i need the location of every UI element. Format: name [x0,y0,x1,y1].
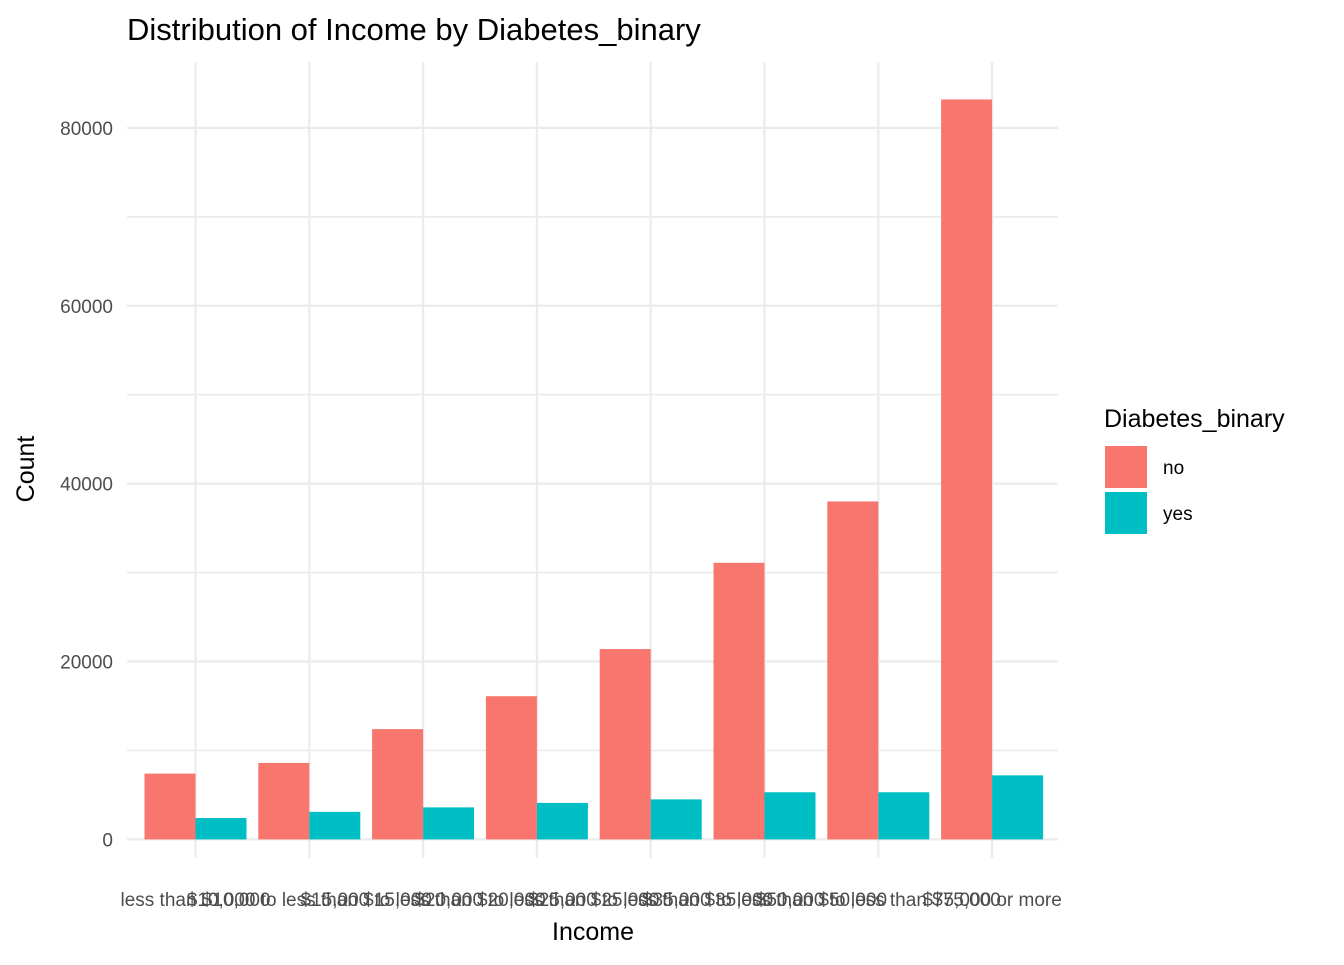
y-axis-ticks: 0 20000 40000 60000 80000 [60,119,113,852]
legend-items: no yes [1105,446,1193,534]
x-tick-label: less than $10,000 [120,890,270,911]
legend-label-no: no [1163,458,1184,479]
bar-no [372,729,424,840]
bars [144,99,1044,840]
bar-yes [992,775,1044,840]
bar-yes [309,811,361,840]
legend-title: Diabetes_binary [1104,405,1285,433]
x-tick-label: $75,000 or more [922,890,1061,911]
bar-yes [423,807,475,840]
y-tick-label: 40000 [60,475,113,496]
y-tick-label: 60000 [60,297,113,318]
bar-yes [764,792,816,840]
bar-no [485,696,537,840]
x-tick-label: $25,000 to less than $35,000 [528,890,773,911]
x-tick-label: $20,000 to less than $25,000 [414,890,659,911]
y-tick-label: 20000 [60,653,113,674]
bar-yes [650,799,702,840]
x-tick-label: $50,000 to less than $75,000 [756,890,1001,911]
y-axis-title: Count [12,436,40,503]
x-axis-ticks: less than $10,000$10,000 to less than $1… [120,890,1061,911]
bar-no [144,773,196,840]
bar-yes [878,792,930,840]
chart-title: Distribution of Income by Diabetes_binar… [127,12,701,47]
legend-key-no [1105,446,1147,488]
bar-yes [195,818,247,840]
x-tick-label: $35,000 to less than $50,000 [642,890,887,911]
bar-no [941,99,993,840]
legend-label-yes: yes [1163,504,1193,525]
bar-no [258,762,310,840]
bar-no [599,649,651,840]
x-tick-label: $10,000 to less than $15,000 [187,890,432,911]
y-tick-label: 0 [102,830,113,851]
y-tick-label: 80000 [60,119,113,140]
gridlines [127,62,1058,858]
bar-no [713,562,765,840]
legend-key-yes [1105,492,1147,534]
bar-no [827,501,879,840]
bar-yes [536,802,588,840]
x-tick-label: $15,000 to less than $20,000 [301,890,546,911]
x-axis-title: Income [552,918,634,946]
legend: Diabetes_binary no yes [1104,405,1285,534]
